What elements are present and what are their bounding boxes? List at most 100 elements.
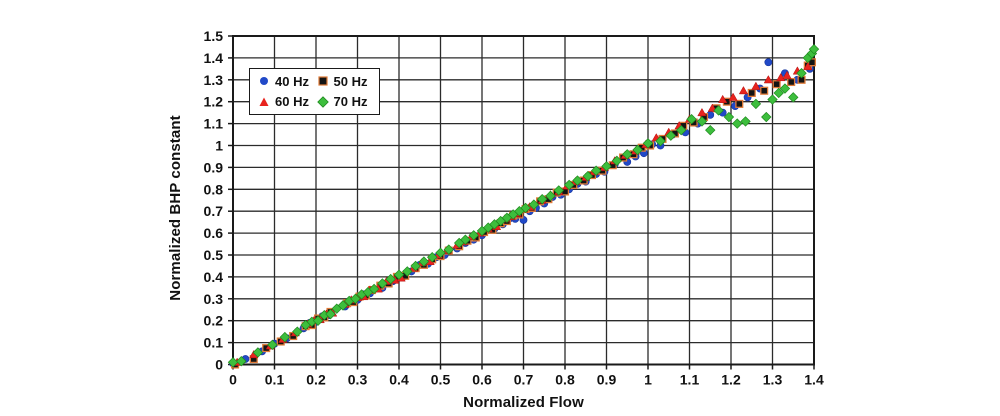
x-tick-label: 0.1 <box>265 372 285 388</box>
circle-marker-icon <box>258 75 270 87</box>
y-tick-label: 1.1 <box>204 116 224 132</box>
data-point-70 Hz <box>808 43 820 55</box>
data-point-60 Hz <box>738 86 749 95</box>
data-point-50 Hz <box>747 88 756 97</box>
data-point-70 Hz <box>611 155 623 167</box>
data-point-70 Hz <box>460 234 471 245</box>
data-point-70 Hz <box>740 116 751 127</box>
data-point-70 Hz <box>443 244 454 255</box>
x-tick-label: 0.8 <box>555 372 575 388</box>
x-tick-label: 0.6 <box>472 372 492 388</box>
data-point-70 Hz <box>732 118 743 129</box>
x-tick-label: 0.9 <box>597 372 617 388</box>
legend-item-50hz: 50 Hz <box>317 74 376 89</box>
data-point-70 Hz <box>325 308 336 320</box>
x-tick-label: 1.3 <box>763 372 783 388</box>
square-marker-icon <box>317 75 329 87</box>
x-tick-label: 1.2 <box>721 372 741 388</box>
data-point-70 Hz <box>655 135 666 147</box>
data-point-70 Hz <box>696 116 708 127</box>
y-tick-label: 0.7 <box>204 203 224 219</box>
y-tick-label: 1.3 <box>204 72 224 88</box>
y-tick-label: 1 <box>215 138 223 154</box>
data-point-50 Hz <box>760 86 769 95</box>
data-point-70 Hz <box>520 202 531 214</box>
y-tick-label: 0.8 <box>204 181 224 197</box>
data-point-70 Hz <box>705 124 716 136</box>
data-point-70 Hz <box>553 185 564 196</box>
data-point-70 Hz <box>773 87 784 99</box>
data-point-70 Hz <box>572 175 583 186</box>
data-point-70 Hz <box>418 256 430 267</box>
data-point-70 Hz <box>642 138 654 149</box>
data-point-70 Hz <box>676 124 687 136</box>
data-point-70 Hz <box>236 356 247 367</box>
y-tick-label: 1.5 <box>204 28 224 44</box>
y-tick-label: 0 <box>215 357 223 373</box>
legend-item-40hz: 40 Hz <box>258 74 317 89</box>
y-tick-label: 0.4 <box>204 269 224 285</box>
plot-border <box>232 35 815 366</box>
data-point-60 Hz <box>751 81 761 90</box>
y-tick-label: 0.9 <box>204 159 224 175</box>
legend-item-60hz: 60 Hz <box>258 94 317 109</box>
x-tick-label: 1 <box>644 372 652 388</box>
data-point-70 Hz <box>393 269 405 280</box>
diamond-marker-icon <box>316 95 329 108</box>
data-point-70 Hz <box>536 193 548 205</box>
legend-label-50hz: 50 Hz <box>333 73 368 89</box>
y-tick-label: 0.3 <box>204 291 224 307</box>
data-point-60 Hz <box>763 75 773 84</box>
data-point-70 Hz <box>601 161 612 172</box>
y-tick-label: 1.4 <box>204 50 224 66</box>
y-tick-label: 0.1 <box>204 335 224 351</box>
data-point-70 Hz <box>337 300 349 311</box>
data-point-40 Hz <box>764 58 773 67</box>
x-tick-label: 0.7 <box>514 372 534 388</box>
data-point-50 Hz <box>772 80 781 89</box>
data-point-70 Hz <box>590 165 602 176</box>
data-point-70 Hz <box>528 199 540 210</box>
data-point-60 Hz <box>718 94 728 103</box>
data-point-70 Hz <box>723 111 735 123</box>
data-point-70 Hz <box>410 260 421 272</box>
legend-label-70hz: 70 Hz <box>333 94 368 110</box>
x-tick-label: 1.4 <box>804 372 824 388</box>
data-point-70 Hz <box>788 92 799 103</box>
data-point-70 Hz <box>252 347 264 358</box>
data-point-70 Hz <box>267 339 278 350</box>
data-point-70 Hz <box>632 144 643 156</box>
data-point-70 Hz <box>750 98 762 110</box>
data-point-50 Hz <box>735 99 744 108</box>
x-tick-label: 0 <box>229 372 237 388</box>
data-point-70 Hz <box>312 315 324 326</box>
data-point-70 Hz <box>385 273 396 285</box>
data-point-70 Hz <box>665 130 677 141</box>
data-point-70 Hz <box>686 114 697 125</box>
triangle-marker-icon <box>258 96 270 108</box>
x-tick-label: 0.2 <box>306 372 326 388</box>
y-tick-label: 0.5 <box>204 247 224 263</box>
y-tick-label: 0.2 <box>204 313 224 329</box>
legend-label-60hz: 60 Hz <box>275 94 309 110</box>
data-point-70 Hz <box>582 170 594 182</box>
x-axis-title: Normalized Flow <box>463 394 584 411</box>
data-point-70 Hz <box>292 326 303 337</box>
data-point-70 Hz <box>622 149 633 160</box>
x-tick-label: 1.1 <box>680 372 700 388</box>
y-tick-label: 0.6 <box>204 225 224 241</box>
data-point-60 Hz <box>728 92 738 101</box>
data-point-50 Hz <box>787 77 796 87</box>
legend: 40 Hz 50 Hz 60 Hz 70 Hz <box>249 68 380 115</box>
data-point-70 Hz <box>227 357 239 368</box>
data-point-70 Hz <box>368 283 380 295</box>
data-point-70 Hz <box>468 230 479 241</box>
data-point-60 Hz <box>776 72 786 82</box>
data-point-70 Hz <box>279 331 291 343</box>
y-tick-label: 1.2 <box>204 94 224 110</box>
data-point-70 Hz <box>545 190 556 202</box>
data-point-70 Hz <box>713 105 724 116</box>
x-tick-label: 0.5 <box>431 372 451 388</box>
